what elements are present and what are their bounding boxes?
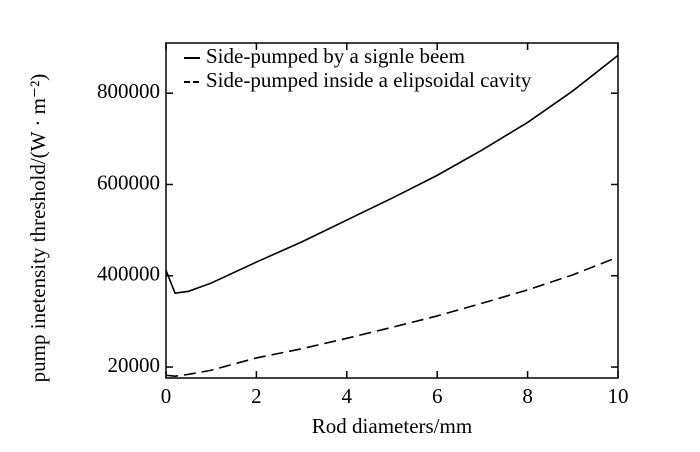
x-tick-label: 2 [251,384,262,408]
x-tick-label: 0 [161,384,172,408]
y-tick-label: 400000 [97,262,160,286]
plot-frame [165,42,619,379]
data-line [165,256,619,377]
x-tick-label: 6 [432,384,443,408]
x-tick-label: 4 [342,384,353,408]
legend-label: Side-pumped inside a elipsoidal cavity [206,68,532,92]
data-line [165,54,619,294]
legend-label: Side-pumped by a signle beem [206,44,465,68]
x-tick-label: 10 [608,384,629,408]
x-tick-label: 8 [522,384,533,408]
y-tick-label: 600000 [97,170,160,194]
y-tick-label: 20000 [108,353,161,377]
x-axis-label: Rod diameters/mm [312,414,472,438]
y-axis-label: pump inetensity threshold/(W · m⁻²) [26,74,50,383]
y-tick-label: 800000 [97,79,160,103]
